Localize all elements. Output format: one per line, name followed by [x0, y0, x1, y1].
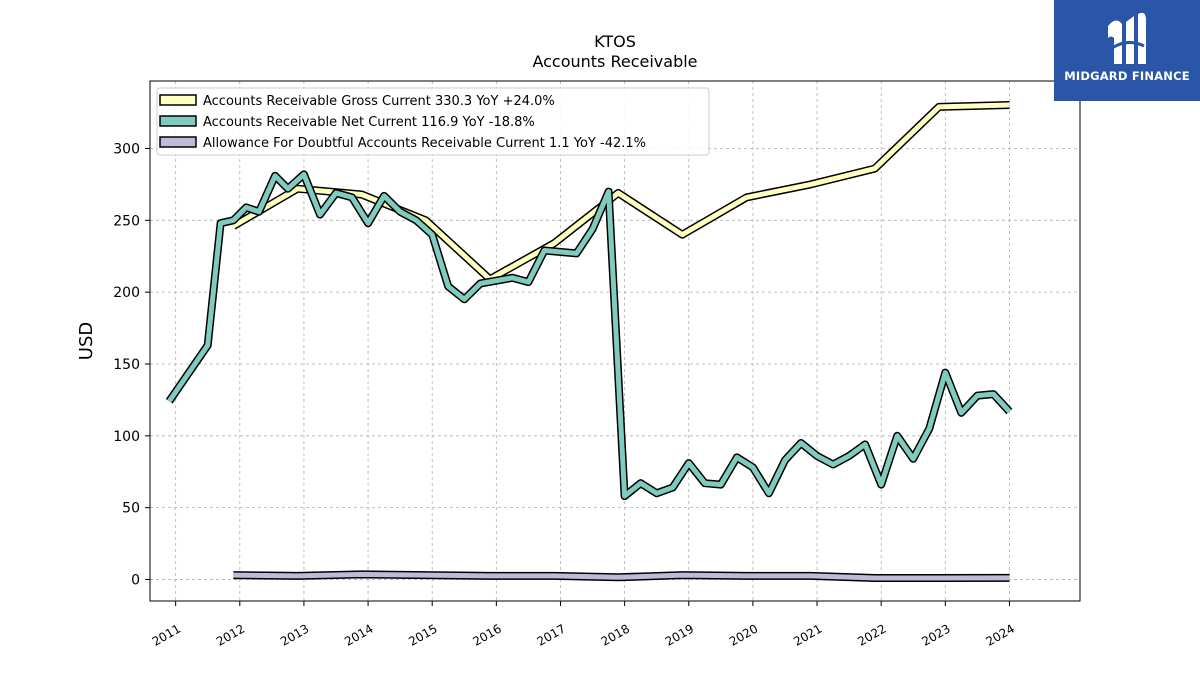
legend-label-1: Accounts Receivable Net Current 116.9 Yo… — [203, 115, 535, 130]
brand-name: MIDGARD FINANCE — [1064, 69, 1190, 83]
x-tick-label: 2013 — [278, 621, 311, 648]
series-line-0 — [232, 102, 1010, 282]
legend: Accounts Receivable Gross Current 330.3 … — [156, 87, 710, 156]
x-tick-label: 2018 — [599, 621, 632, 648]
x-ticks: 2011 2012 2013 2014 2015 2016 2017 2018 2019 2020… — [150, 601, 1017, 649]
midgard-logo-icon — [1108, 12, 1146, 65]
x-tick-label: 2012 — [214, 621, 247, 648]
x-tick-label: 2011 — [150, 621, 183, 648]
plot-frame — [149, 80, 1081, 602]
legend-swatch-1 — [159, 115, 197, 127]
x-tick-label: 2022 — [855, 621, 888, 648]
y-axis-label: USD — [76, 322, 97, 360]
x-tick-label: 2019 — [663, 621, 696, 648]
x-tick-label: 2014 — [342, 621, 375, 648]
x-tick-label: 2015 — [406, 621, 439, 648]
series-outline-1 — [165, 170, 1013, 501]
x-tick-label: 2023 — [919, 621, 952, 648]
legend-label-0: Accounts Receivable Gross Current 330.3 … — [203, 94, 555, 109]
x-tick-label: 2016 — [470, 621, 503, 648]
x-tick-label: 2021 — [791, 621, 824, 648]
x-tick-label: 2020 — [727, 621, 760, 648]
x-tick-label: 2017 — [535, 621, 568, 648]
y-tick-label: 0 — [131, 572, 140, 588]
legend-swatch-0 — [159, 94, 197, 106]
chart-title: KTOS — [594, 32, 636, 51]
chart-subtitle: Accounts Receivable — [532, 52, 698, 71]
y-tick-label: 200 — [113, 285, 140, 301]
series-layer — [165, 101, 1013, 582]
legend-box — [156, 87, 710, 156]
legend-swatch-2 — [159, 136, 197, 148]
brand-logo: MIDGARD FINANCE — [1054, 0, 1200, 101]
y-ticks: 0 50 100 150 200 250 300 — [113, 142, 150, 588]
y-tick-label: 250 — [113, 213, 140, 229]
y-tick-label: 100 — [113, 429, 140, 445]
series-line-1 — [167, 171, 1012, 499]
series-line-2 — [233, 571, 1010, 581]
legend-label-2: Allowance For Doubtful Accounts Receivab… — [203, 136, 646, 151]
y-tick-label: 150 — [113, 357, 140, 373]
y-tick-label: 50 — [122, 501, 140, 517]
y-tick-label: 300 — [113, 142, 140, 158]
x-tick-label: 2024 — [983, 621, 1016, 648]
